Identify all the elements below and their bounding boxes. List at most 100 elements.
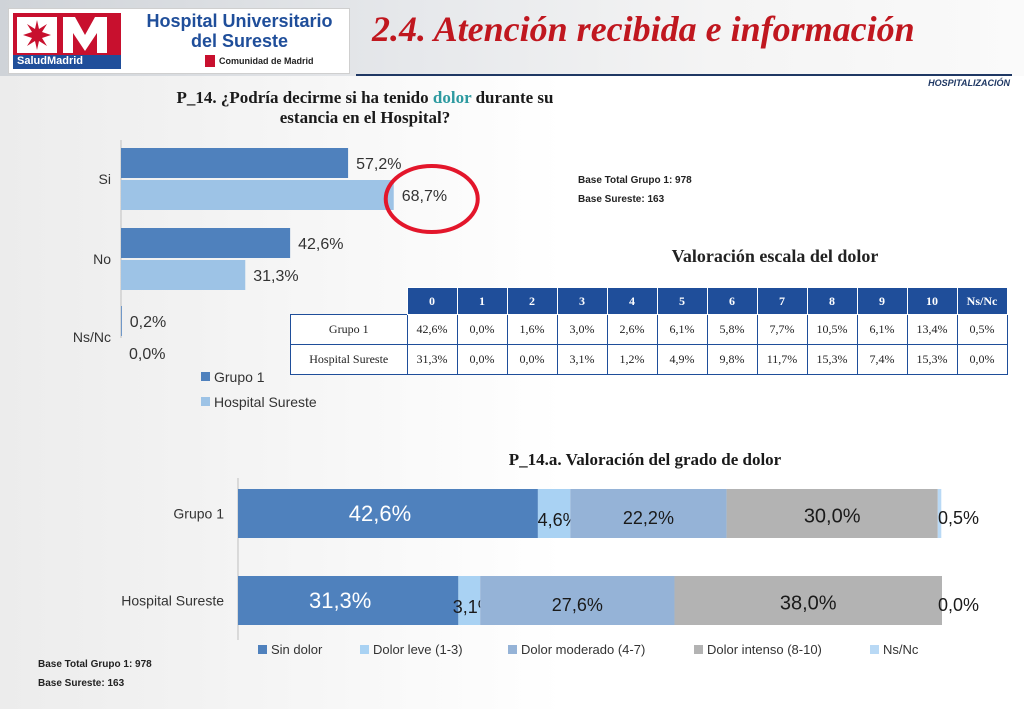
table-cell: 9,8%	[706, 344, 758, 375]
table-cell: 0,0%	[506, 344, 558, 375]
logo-brand: SaludMadrid	[17, 55, 84, 67]
chart2-legend-label: Ns/Nc	[883, 642, 919, 657]
chart2-bar-segment	[570, 489, 727, 538]
chart2-legend-swatch	[870, 645, 879, 654]
salud-madrid-logo-icon	[13, 13, 121, 69]
chart1-bar	[121, 260, 246, 290]
table-header-7: 7	[756, 287, 808, 315]
chart1-legend-swatch	[201, 397, 210, 406]
chart2-data-label: 30,0%	[804, 506, 861, 528]
chart2-data-label: 31,3%	[309, 588, 371, 613]
chart2-data-label: 0,5%	[938, 508, 979, 528]
question-line-2: estancia en el Hospital?	[279, 108, 451, 127]
chart2-bar-segment	[674, 576, 942, 625]
table-cell: 5,8%	[706, 314, 758, 345]
table-header-6: 6	[706, 287, 758, 315]
header-divider	[356, 74, 1012, 76]
table-cell: 13,4%	[906, 314, 958, 345]
chart2-data-label: 42,6%	[349, 501, 411, 526]
table-row-label: Grupo 1	[290, 314, 408, 345]
chart1-data-label: 42,6%	[298, 236, 343, 253]
chart1-bar	[121, 180, 394, 210]
chart2-title: P_14.a. Valoración del grado de dolor	[508, 450, 782, 469]
logo-line-1: Hospital Universitario	[146, 11, 333, 31]
hospital-logo: SaludMadrid Hospital Universitario del S…	[8, 8, 350, 74]
question-prefix: P_14. ¿Podría decirme si ha tenido	[176, 88, 433, 107]
table-header-9: 9	[856, 287, 908, 315]
page-title: 2.4. Atención recibida e información	[372, 9, 915, 49]
logo-hospital-name: Hospital Universitario del Sureste	[137, 11, 342, 51]
table-cell: 0,5%	[956, 314, 1008, 345]
table-cell: 3,1%	[556, 344, 608, 375]
table-row: Grupo 1 42,6% 0,0% 1,6% 3,0% 2,6% 6,1% 5,8% 7,7%…	[290, 314, 1008, 345]
chart2-bar-segment	[537, 489, 571, 538]
table-cell: 15,3%	[906, 344, 958, 375]
table-corner	[291, 288, 408, 315]
chart1-legend-label: Hospital Sureste	[214, 394, 317, 410]
table-header-8: 8	[806, 287, 858, 315]
pain-scale-table: 0 1 2 3 4 5 6 7 8 9 10 Ns/Nc Grupo 1 42,6% 0,0% 1,6% 3,…	[290, 287, 1008, 375]
chart2-bar-segment	[458, 576, 481, 625]
chart2-category-label: Hospital Sureste	[121, 593, 224, 609]
chart1-legend-swatch	[201, 372, 210, 381]
section-tag: HOSPITALIZACIÓN	[928, 78, 1010, 88]
table-cell: 4,9%	[656, 344, 708, 375]
chart2-legend-label: Dolor leve (1-3)	[373, 642, 463, 657]
chart2-bar-segment	[238, 576, 459, 625]
chart1-bar	[121, 306, 122, 336]
chart2-bar-segment	[238, 489, 538, 538]
question-line-1: P_14. ¿Podría decirme si ha tenido dolor…	[110, 88, 620, 108]
chart2-data-label: 4,6%	[538, 510, 579, 530]
table-title: Valoración escala del dolor	[671, 246, 879, 266]
highlight-circle-icon	[383, 164, 480, 234]
chart1-bar	[121, 148, 349, 178]
table-cell: 0,0%	[956, 344, 1008, 375]
table-header-1: 1	[456, 287, 508, 315]
chart2-legend-swatch	[360, 645, 369, 654]
chart2-bar-segment	[726, 489, 938, 538]
table-row: Hospital Sureste 31,3% 0,0% 0,0% 3,1% 1,2% 4,9…	[290, 344, 1008, 375]
base-sureste-top: Base Sureste: 163	[578, 194, 665, 205]
table-cell: 6,1%	[856, 314, 908, 345]
table-cell: 31,3%	[406, 344, 458, 375]
pain-yes-no-chart: Si57,2%68,7%No42,6%31,3%Ns/Nc0,2%0,0%Gru…	[73, 140, 480, 410]
base-sureste-bottom: Base Sureste: 163	[38, 678, 125, 689]
table-cell: 7,4%	[856, 344, 908, 375]
chart2-legend-swatch	[258, 645, 267, 654]
table-header-11: Ns/Nc	[956, 287, 1008, 315]
table-body: Grupo 1 42,6% 0,0% 1,6% 3,0% 2,6% 6,1% 5,8% 7,7%…	[290, 314, 1008, 375]
chart2-data-label: 27,6%	[552, 595, 603, 615]
chart1-bar	[121, 228, 291, 258]
table-cell: 1,2%	[606, 344, 658, 375]
chart1-data-label: 31,3%	[253, 268, 298, 285]
table-header-5: 5	[656, 287, 708, 315]
table-cell: 6,1%	[656, 314, 708, 345]
region-flag-icon	[205, 55, 215, 67]
table-cell: 3,0%	[556, 314, 608, 345]
chart2-legend-swatch	[694, 645, 703, 654]
base-total-top: Base Total Grupo 1: 978	[578, 175, 692, 186]
table-cell: 1,6%	[506, 314, 558, 345]
table-header-10: 10	[906, 287, 958, 315]
chart2-data-label: 38,0%	[780, 593, 837, 615]
base-total-bottom: Base Total Grupo 1: 978	[38, 659, 152, 670]
chart2-legend-label: Dolor intenso (8-10)	[707, 642, 822, 657]
table-cell: 0,0%	[456, 314, 508, 345]
question-highlight: dolor	[432, 88, 472, 107]
table-cell: 42,6%	[406, 314, 458, 345]
chart1-data-label: 0,2%	[130, 314, 166, 331]
chart1-category-label: Si	[99, 171, 111, 187]
chart2-bar-segment	[937, 489, 942, 538]
chart2-data-label: 0,0%	[938, 595, 979, 615]
chart1-legend-label: Grupo 1	[214, 369, 265, 385]
chart2-category-label: Grupo 1	[173, 506, 224, 522]
table-cell: 7,7%	[756, 314, 808, 345]
table-cell: 15,3%	[806, 344, 858, 375]
table-cell: 10,5%	[806, 314, 858, 345]
chart1-category-label: Ns/Nc	[73, 329, 111, 345]
chart1-data-label: 0,0%	[129, 346, 165, 363]
table-header-0: 0	[406, 287, 458, 315]
table-header-2: 2	[506, 287, 558, 315]
question-suffix: durante su	[471, 88, 554, 107]
table-header-3: 3	[556, 287, 608, 315]
